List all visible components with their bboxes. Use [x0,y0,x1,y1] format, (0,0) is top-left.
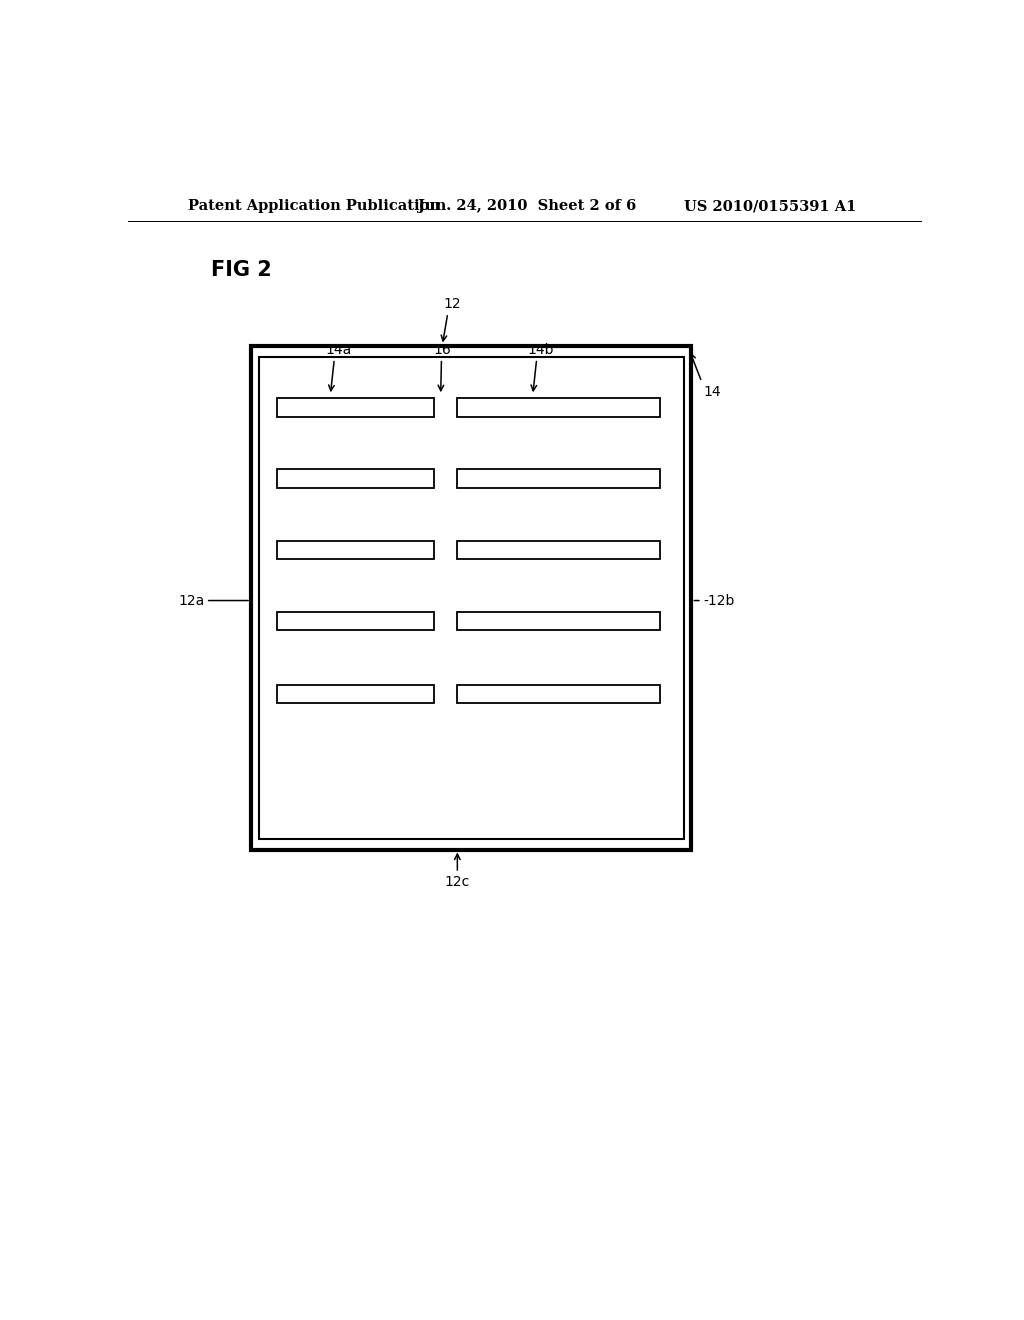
Text: -12b: -12b [703,594,735,607]
Bar [278,611,433,630]
Bar [458,541,659,558]
Bar [458,399,659,417]
Text: FIG 2: FIG 2 [211,260,272,280]
Bar [458,470,659,487]
Bar [278,685,433,704]
Bar [458,611,659,630]
Text: 12c: 12c [444,875,470,888]
Bar [259,356,684,840]
Text: 16: 16 [433,343,452,356]
Text: 14a: 14a [326,343,351,356]
Text: 14: 14 [703,385,721,399]
Bar [278,541,433,558]
Text: 12a: 12a [179,594,205,607]
Text: Jun. 24, 2010  Sheet 2 of 6: Jun. 24, 2010 Sheet 2 of 6 [418,199,636,213]
Text: US 2010/0155391 A1: US 2010/0155391 A1 [684,199,856,213]
Text: 14b: 14b [527,343,554,356]
Bar [278,399,433,417]
Text: Patent Application Publication: Patent Application Publication [187,199,439,213]
Bar [458,685,659,704]
Bar [251,346,691,850]
Bar [278,470,433,487]
Text: 12: 12 [443,297,461,312]
